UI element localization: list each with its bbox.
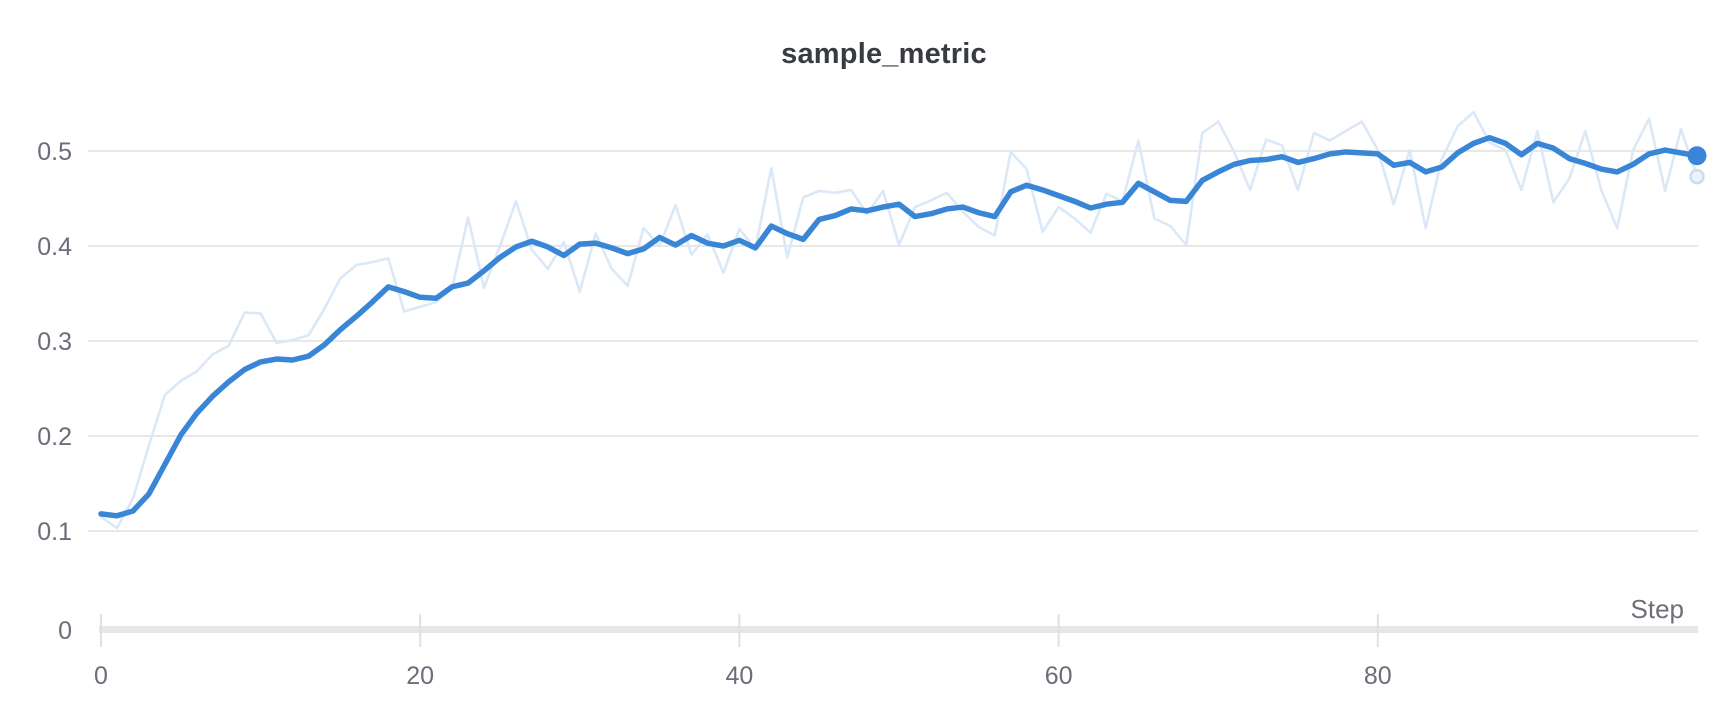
y-tick-label-0.5: 0.5 — [37, 138, 72, 166]
x-tick-label-80: 80 — [1364, 662, 1392, 690]
x-tick-label-0: 0 — [94, 662, 108, 690]
series-line-raw — [99, 110, 1699, 530]
endpoint-dot-smoothed — [1687, 146, 1707, 166]
y-tick-label-0.1: 0.1 — [37, 518, 72, 546]
y-tick-label-0.3: 0.3 — [37, 328, 72, 356]
x-tick-label-40: 40 — [725, 662, 753, 690]
y-tick-label-0.2: 0.2 — [37, 423, 72, 451]
series-line-smoothed — [98, 134, 1700, 519]
x-tick-label-20: 20 — [406, 662, 434, 690]
x-axis-title: Step — [1631, 594, 1685, 624]
endpoint-ring-raw — [1689, 168, 1705, 185]
y-tick-label-0.4: 0.4 — [37, 233, 72, 261]
chart-title: sample_metric — [781, 38, 987, 70]
x-axis-line — [99, 626, 1698, 633]
x-tick-label-60: 60 — [1045, 662, 1073, 690]
y-tick-label-0: 0 — [58, 617, 72, 645]
